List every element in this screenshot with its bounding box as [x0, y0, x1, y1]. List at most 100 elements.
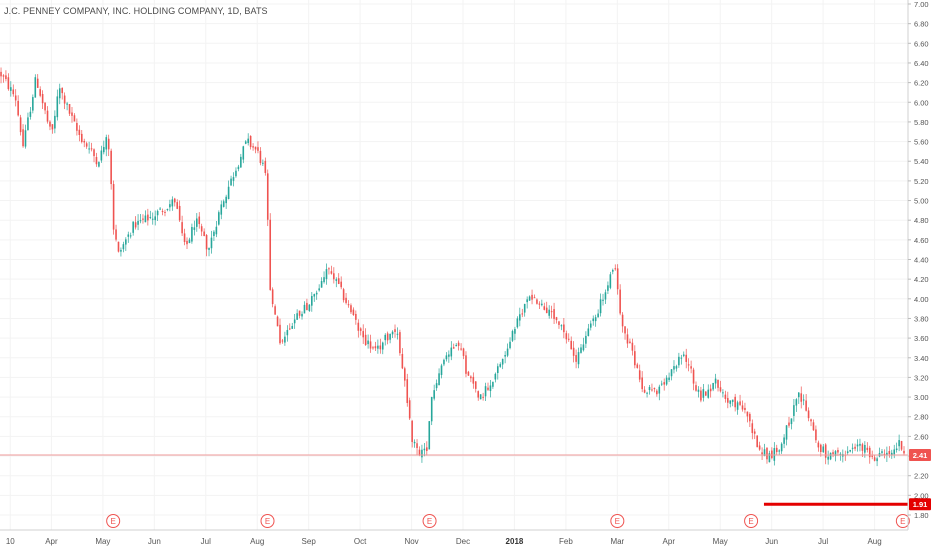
candle-body [154, 216, 156, 221]
candle-body [411, 420, 413, 443]
candle-body [333, 273, 335, 280]
candle-body [362, 331, 364, 338]
candle-body [707, 389, 710, 398]
candle-body [399, 332, 401, 354]
candle-body [257, 147, 259, 151]
price-tick-label: 5.00 [914, 197, 929, 206]
earnings-marker-icon[interactable] [106, 514, 121, 528]
candle-body [678, 356, 680, 366]
candle-body [822, 446, 825, 453]
candle-body [276, 316, 279, 327]
candle-body [682, 354, 685, 356]
price-tick-label: 6.60 [914, 39, 929, 48]
candle-body [648, 387, 651, 391]
earnings-marker-icon[interactable] [260, 514, 275, 528]
candle-body [768, 453, 771, 463]
candle-body [479, 394, 482, 400]
candle-body [183, 233, 186, 242]
horizontal-line-label: 1.91 [913, 500, 928, 509]
last-price-badge[interactable] [909, 449, 931, 462]
chart-title: J.C. PENNEY COMPANY, INC. HOLDING COMPAN… [4, 6, 268, 16]
price-tick-label: 2.00 [914, 491, 929, 500]
earnings-marker-icon[interactable] [610, 514, 625, 528]
price-axis[interactable]: 1.802.002.202.402.602.803.003.203.403.60… [907, 0, 931, 530]
candle-body [526, 299, 528, 303]
candle-body [815, 429, 817, 441]
price-tick-label: 5.60 [914, 138, 929, 147]
candle-body [589, 323, 592, 328]
candle-body [866, 447, 869, 450]
time-tick-label: May [713, 537, 728, 546]
candle-body [893, 449, 896, 455]
candle-body [749, 413, 751, 422]
candle-body [112, 184, 115, 230]
candle-body [797, 392, 800, 398]
candle-body [687, 364, 690, 366]
candle-body [511, 331, 514, 341]
time-tick-label: Nov [404, 537, 418, 546]
candle-body [775, 447, 778, 453]
earnings-marker-icon[interactable] [744, 514, 759, 528]
candlestick-series [0, 67, 905, 467]
candle-body [876, 458, 878, 462]
candle-body [301, 313, 303, 317]
candle-body [898, 440, 900, 447]
candle-body [110, 150, 112, 185]
candle-body [616, 268, 619, 290]
candle-body [29, 111, 32, 117]
candle-body [73, 115, 76, 122]
candle-body [602, 299, 604, 301]
horizontal-line-badge[interactable] [909, 498, 931, 511]
candle-body [291, 325, 294, 329]
candle-body [817, 442, 820, 448]
candle-body [117, 241, 120, 252]
candle-body [132, 221, 134, 233]
candle-body [555, 317, 558, 321]
time-axis[interactable]: 10 Apr May Jun Jul Aug Sep Oct Nov Dec 2018 Feb Mar A… [0, 529, 908, 546]
candle-body [372, 347, 374, 349]
candle-body [288, 328, 291, 330]
candle-body [763, 449, 766, 456]
candle-body [98, 162, 100, 167]
candle-body [222, 201, 225, 207]
candle-body [496, 366, 499, 374]
candle-body [337, 278, 340, 284]
candle-body [266, 173, 269, 220]
candle-body [521, 313, 524, 315]
earnings-marker-icon[interactable] [895, 514, 910, 528]
candle-body [188, 239, 191, 243]
candle-body [744, 407, 746, 410]
time-tick-label: Apr [663, 537, 676, 546]
candle-body [413, 441, 416, 444]
candle-body [142, 218, 144, 220]
candle-body [519, 314, 521, 321]
candle-body [178, 205, 181, 221]
candle-body [668, 377, 670, 380]
time-tick-label: 10 [6, 537, 15, 546]
candle-body [658, 386, 661, 394]
candle-body [560, 325, 563, 327]
time-tick-label: May [95, 537, 110, 546]
candle-body [712, 382, 714, 390]
candle-body [129, 235, 132, 237]
candle-body [200, 226, 203, 232]
earnings-marker-icon[interactable] [422, 514, 437, 528]
candle-body [580, 347, 582, 353]
candle-body [225, 196, 227, 204]
candle-body [704, 391, 707, 396]
candle-body [274, 306, 276, 315]
candle-body [14, 95, 17, 101]
candle-body [864, 444, 866, 453]
candle-body [215, 226, 218, 235]
candle-body [624, 326, 626, 334]
candle-body [186, 240, 188, 245]
candle-body [303, 304, 306, 314]
candle-body [482, 396, 484, 398]
candle-body [802, 399, 805, 401]
earnings-marker-label: E [748, 517, 753, 526]
candle-body [306, 302, 308, 311]
earnings-marker-label: E [111, 517, 116, 526]
candle-body [528, 296, 531, 301]
